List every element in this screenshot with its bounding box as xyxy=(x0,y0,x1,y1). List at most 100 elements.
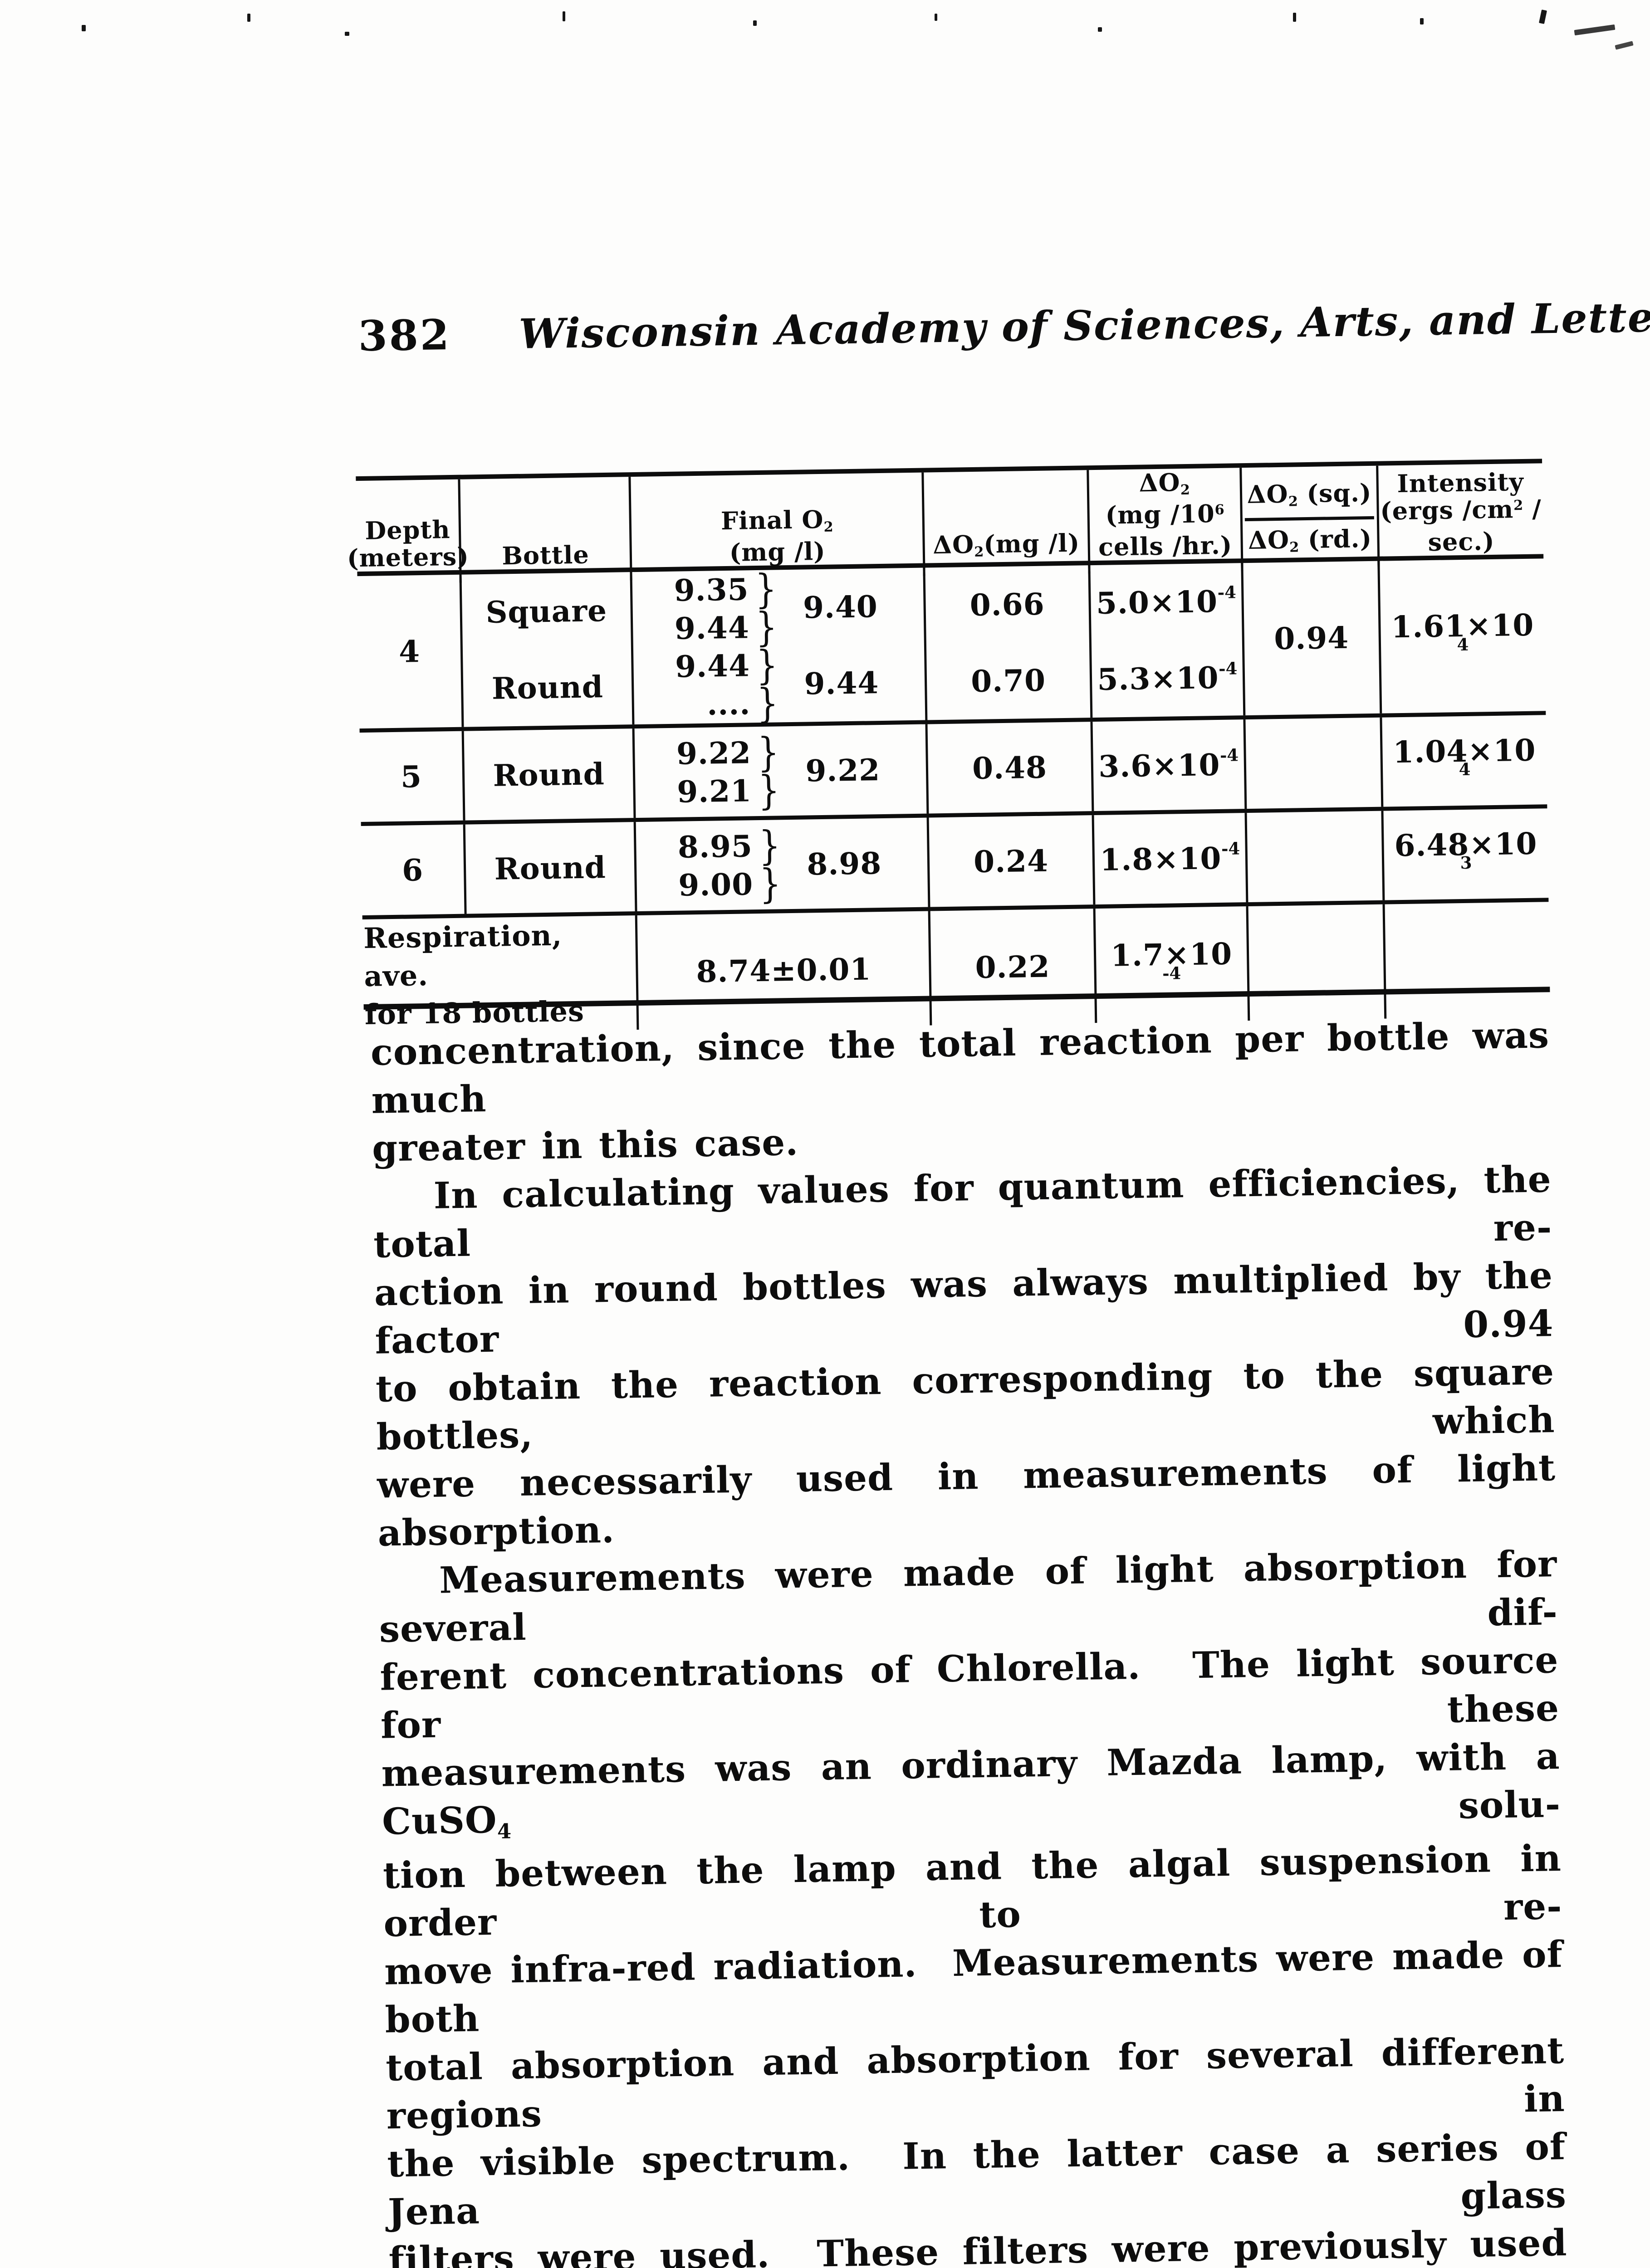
cell-depth: 4 xyxy=(398,634,421,670)
cell-final-o2: 9.35} 9.44} 9.40 9.44}....} 9.44 xyxy=(630,565,925,727)
brace-icon: } xyxy=(756,641,779,689)
cell-intensity: 1.61×10 4 xyxy=(1377,558,1546,714)
table-group-depth-5: 5 Round 9.22} 9.21} 9.22 0.48 3.6×10 -4 1.04×10 4 xyxy=(359,715,1547,826)
fraction-denominator: ΔO2 (rd.) xyxy=(1248,523,1372,556)
scan-noise xyxy=(1098,27,1102,32)
delta-o2-value: 0.70 xyxy=(970,662,1046,699)
text-line: action in round bottles was always multi… xyxy=(374,1253,1570,1362)
running-head: 382 Wisconsin Academy of Sciences, Arts,… xyxy=(358,293,1650,361)
pair-value: 9.22 xyxy=(676,734,752,772)
scan-noise xyxy=(563,11,565,21)
data-table: Depth (meters) Bottle Final O2 (mg /l) ΔO2(mg… xyxy=(347,459,1551,1031)
brace-icon: } xyxy=(758,766,781,814)
cell-delta-o2: 0.66 0.70 xyxy=(923,565,1091,720)
brace-icon: } xyxy=(755,603,778,651)
header-line: (mg /l) xyxy=(729,536,826,567)
cell-delta-per-cells: 1.7×10 -4 xyxy=(1093,906,1248,1023)
header-line: Bottle xyxy=(501,540,590,571)
scan-noise xyxy=(247,14,250,22)
pair-values: 8.95} 9.00} xyxy=(677,821,783,907)
respiration-label-line: Respiration, ave. xyxy=(363,919,563,993)
cell-respiration-label: Respiration, ave. for 18 bottles xyxy=(362,915,637,1034)
brace-icon: } xyxy=(754,565,778,613)
text-line: concentration, since the total reaction … xyxy=(370,1013,1566,1122)
pair-line: 9.00} xyxy=(678,860,783,907)
ratio-fraction: ΔO2 (sq.) ΔO2 (rd.) xyxy=(1244,478,1375,558)
bottle-label: Round xyxy=(493,756,605,793)
brace-icon: } xyxy=(759,860,782,907)
cell-intensity xyxy=(1382,902,1551,1019)
text-line: In calculating values for quantum effici… xyxy=(373,1157,1568,1266)
brace-icon: } xyxy=(759,821,782,869)
pair-value: .... xyxy=(706,686,751,722)
cell-delta-per-cells: 3.6×10 -4 xyxy=(1090,719,1245,811)
cell-delta-o2: 0.22 xyxy=(928,909,1095,1026)
bottle-label: Square xyxy=(485,592,607,630)
final-o2-pair: 9.22} 9.21} 9.22 xyxy=(635,724,927,818)
delta-per-cells-value: 3.6×10 -4 xyxy=(1098,745,1239,784)
table-header-col6: ΔO2 (sq.) ΔO2 (rd.) xyxy=(1239,465,1378,572)
header-line: sec.) xyxy=(1428,526,1495,557)
scan-noise xyxy=(1420,18,1424,24)
text-line: the visible spectrum. In the latter case… xyxy=(387,2125,1582,2234)
table-group-depth-4: 4 Square Round 9.35} 9.44} 9.40 9.44}....} 9.44… xyxy=(357,558,1546,733)
pair-with-average: 9.22} 9.21} 9.22 xyxy=(676,728,885,814)
header-line: cells /hr.) xyxy=(1098,530,1233,562)
text-line: tion between the lamp and the algal susp… xyxy=(382,1836,1578,1945)
cell-final-o2: 8.95} 9.00} 8.98 xyxy=(634,817,928,912)
scan-noise xyxy=(345,32,349,36)
page-title: Wisconsin Academy of Sciences, Arts, and… xyxy=(518,293,1650,358)
cell-depth: 6 xyxy=(401,852,424,888)
bottle-label: Round xyxy=(491,669,604,706)
cell-sq-rd-ratio xyxy=(1243,717,1381,809)
cell-delta-o2: 0.24 xyxy=(926,815,1093,907)
text-line: ferent concentrations of Chlorella. The … xyxy=(379,1638,1575,1747)
table-header-col1: Depth (meters) xyxy=(347,479,470,584)
cell-delta-o2: 0.48 xyxy=(925,722,1092,814)
cell-final-o2: 9.22} 9.21} 9.22 xyxy=(632,724,927,818)
text-line: to obtain the reaction corresponding to … xyxy=(375,1349,1571,1458)
final-o2-pair: 9.44}....} 9.44 xyxy=(633,641,925,727)
brace-icon: } xyxy=(756,679,779,727)
fraction-bar xyxy=(1245,516,1375,522)
table-header-col5: ΔO2 (mg /106 cells /hr.) xyxy=(1087,468,1241,574)
body-text: concentration, since the total reaction … xyxy=(370,1011,1586,2268)
pair-with-average: 9.44}....} 9.44 xyxy=(675,641,884,727)
text-line: move infra-red radiation. Measurements w… xyxy=(384,1932,1580,2041)
pair-line: ....} xyxy=(676,679,781,727)
cell-final-o2: 8.74±0.01 xyxy=(635,911,930,1030)
pair-value: 9.35 xyxy=(674,572,749,608)
text-line: measurements was an ordinary Mazda lamp,… xyxy=(381,1734,1577,1843)
cell-intensity: 1.04×10 4 xyxy=(1380,715,1547,807)
pair-with-average: 8.95} 9.00} 8.98 xyxy=(677,821,886,907)
scan-noise xyxy=(935,14,937,21)
cell-sq-rd-ratio xyxy=(1246,904,1385,1021)
table-header-row: Depth (meters) Bottle Final O2 (mg /l) ΔO2(mg… xyxy=(347,463,1544,583)
brace-icon: } xyxy=(757,728,780,776)
delta-o2-value: 0.24 xyxy=(973,843,1049,880)
pair-value: 9.44 xyxy=(675,648,750,684)
header-line: ΔO2 xyxy=(1139,468,1190,499)
cell-bottle: Round xyxy=(461,728,634,821)
delta-o2-value: 0.48 xyxy=(972,749,1048,786)
table-header-col3: Final O2 (mg /l) xyxy=(628,472,923,581)
average-value: 9.22 xyxy=(805,752,881,789)
table-group-depth-6: 6 Round 8.95} 9.00} 8.98 0.24 1.8×10 -4 6.48×10 3 xyxy=(361,808,1549,920)
delta-per-cells-value: 1.8×10 -4 xyxy=(1099,838,1240,878)
header-line: Depth xyxy=(364,515,451,545)
text-line: were necessarily used in measurements of… xyxy=(377,1446,1572,1554)
text-line: total absorption and absorption for seve… xyxy=(385,2028,1581,2137)
pair-with-average: 9.35} 9.44} 9.40 xyxy=(674,565,883,651)
fraction-numerator: ΔO2 (sq.) xyxy=(1247,478,1372,510)
cell-delta-per-cells: 5.0×10 -4 5.3×10 -4 xyxy=(1088,563,1244,718)
final-o2-pair: 8.95} 9.00} 8.98 xyxy=(636,818,928,911)
scan-noise xyxy=(1293,13,1296,22)
pair-values: 9.22} 9.21} xyxy=(676,728,782,814)
cell-bottle: Round xyxy=(463,822,635,914)
average-value: 8.98 xyxy=(806,845,882,882)
cell-intensity: 6.48×10 3 xyxy=(1381,808,1549,900)
table-header-col4: ΔO2(mg /l) xyxy=(921,470,1088,576)
pair-values: 9.35} 9.44} xyxy=(674,565,780,651)
